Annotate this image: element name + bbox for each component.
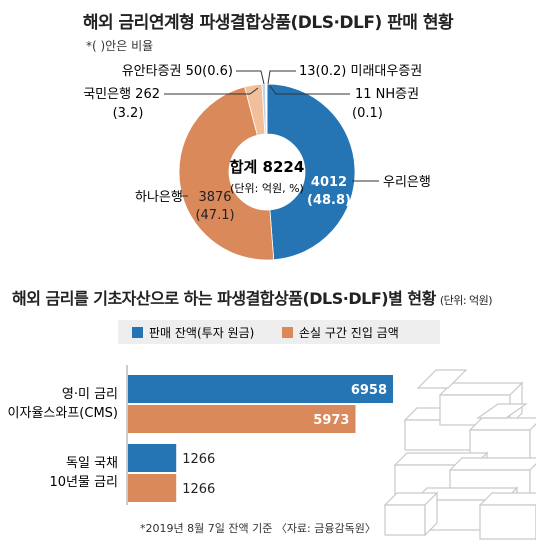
leader-line bbox=[267, 70, 296, 85]
donut-center-unit: (단위: 억원, %) bbox=[230, 182, 304, 195]
bar-0-0 bbox=[128, 375, 393, 403]
slice-pct-label: (3.2) bbox=[113, 106, 144, 121]
illustration-paper bbox=[416, 369, 468, 389]
legend-swatch-0 bbox=[132, 327, 143, 338]
slice-name-value-label: 11 NH증권 bbox=[355, 87, 419, 102]
slice-name-label: 우리은행 bbox=[383, 174, 431, 190]
bar-chart-title-text: 해외 금리를 기초자산으로 하는 파생결합상품(DLS·DLF)별 현황 bbox=[12, 289, 436, 308]
donut-center-total: 합계 8224 bbox=[230, 158, 305, 176]
illustration-box bbox=[384, 504, 426, 536]
illustration-paper bbox=[476, 403, 528, 419]
bar-value-label: 6958 bbox=[351, 383, 387, 398]
bar-1-1 bbox=[128, 474, 177, 502]
illustration-box-top bbox=[448, 457, 536, 471]
bar-value-label: 1266 bbox=[182, 452, 215, 467]
city-illustration bbox=[383, 369, 536, 541]
slice-name-value-label: 13(0.2) 미래대우증권 bbox=[299, 64, 422, 79]
illustration-box bbox=[479, 504, 536, 540]
bar-0-1 bbox=[128, 405, 356, 433]
leader-line bbox=[269, 85, 350, 95]
legend-label-0: 판매 잔액(투자 원금) bbox=[149, 326, 254, 340]
illustration-box-top bbox=[438, 382, 524, 396]
pie-chart-title: 해외 금리연계형 파생결합상품(DLS·DLF) 판매 현황 bbox=[82, 13, 454, 33]
category-label: 10년물 금리 bbox=[49, 475, 118, 490]
bar-value-label: 1266 bbox=[182, 482, 215, 497]
legend-label-1: 손실 구간 진입 금액 bbox=[299, 326, 399, 340]
legend-swatch-1 bbox=[282, 327, 293, 338]
illustration-box-side bbox=[424, 491, 438, 537]
slice-value-label: 3876 bbox=[198, 190, 231, 205]
category-label: 영·미 금리 bbox=[62, 387, 118, 402]
slice-value-label: 4012 bbox=[311, 175, 347, 190]
bar-1-0 bbox=[128, 444, 177, 472]
slice-pct-label: (48.8) bbox=[307, 193, 351, 208]
bar-chart-unit: (단위: 억원) bbox=[439, 294, 493, 307]
category-label: 이자율스와프(CMS) bbox=[8, 406, 118, 421]
category-label: 독일 국채 bbox=[66, 456, 118, 471]
slice-name-value-label: 유안타증권 50(0.6) bbox=[122, 64, 233, 79]
slice-pct-label: (47.1) bbox=[195, 208, 234, 223]
footnote: *2019년 8월 7일 잔액 기준 〈자료: 금융감독원〉 bbox=[140, 522, 376, 535]
donut-hole bbox=[229, 134, 305, 210]
leader-line bbox=[236, 70, 265, 85]
bar-chart-title: 해외 금리를 기초자산으로 하는 파생결합상품(DLS·DLF)별 현황 (단위:… bbox=[12, 285, 493, 309]
slice-name-value-label: 국민은행 262 bbox=[83, 86, 160, 102]
leader-line bbox=[164, 87, 259, 95]
illustration-box-top bbox=[468, 417, 536, 431]
legend-panel bbox=[118, 320, 440, 344]
slice-pct-label: (0.1) bbox=[352, 106, 383, 121]
ratio-note: *( )안은 비율 bbox=[86, 39, 154, 53]
bar-value-label: 5973 bbox=[313, 413, 349, 428]
illustration-box-side bbox=[529, 423, 536, 466]
slice-name-label: 하나은행 bbox=[135, 189, 183, 205]
